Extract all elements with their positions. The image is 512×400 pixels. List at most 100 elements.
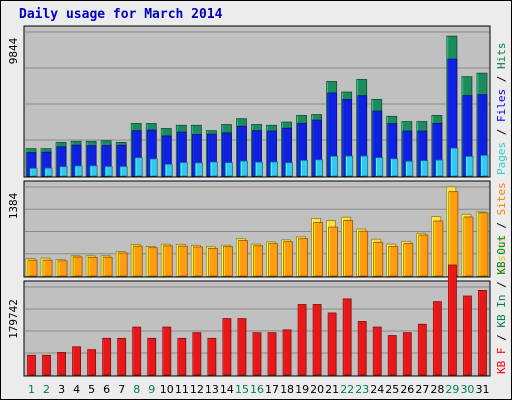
- bar-sites: [418, 234, 429, 277]
- bar-sites: [57, 260, 68, 277]
- bar-sites: [87, 256, 98, 277]
- bar-sites: [478, 212, 489, 277]
- legend-entry: Files: [495, 89, 508, 122]
- x-tick-label: 18: [280, 383, 294, 396]
- bar-kb-f: [27, 354, 36, 376]
- bar-sites: [223, 246, 233, 277]
- x-tick-label: 4: [73, 383, 80, 396]
- bar-pages: [480, 154, 489, 177]
- bar-pages: [420, 160, 429, 177]
- bar-kb-f: [192, 332, 202, 376]
- bar-kb-f: [162, 326, 172, 376]
- bar-pages: [240, 160, 248, 177]
- bar-sites: [192, 246, 203, 277]
- bar-sites: [373, 241, 384, 277]
- bar-pages: [465, 155, 474, 177]
- panel-middle: 1384 Visits / Sites: [7, 180, 508, 278]
- bar-pages: [255, 161, 263, 177]
- bar-kb-f: [177, 337, 187, 376]
- bar-pages: [29, 167, 38, 177]
- x-tick-label: 30: [460, 383, 474, 396]
- bar-sites: [388, 246, 399, 277]
- x-tick-label: 10: [160, 383, 174, 396]
- x-tick-label: 7: [118, 383, 125, 396]
- bar-kb-f: [282, 329, 292, 376]
- bar-pages: [405, 160, 414, 177]
- bar-sites: [343, 220, 354, 277]
- bar-pages: [194, 162, 203, 177]
- bar-kb-f: [117, 337, 127, 376]
- legend: Pages / Files / Hits: [495, 43, 508, 176]
- bar-sites: [117, 252, 128, 277]
- legend-entry: /: [495, 275, 508, 295]
- bar-sites: [298, 238, 308, 277]
- bar-sites: [448, 191, 459, 277]
- bar-pages: [44, 167, 53, 177]
- x-tick-label: 9: [148, 383, 155, 396]
- bar-kb-f: [252, 332, 262, 376]
- x-tick-label: 31: [475, 383, 489, 396]
- bar-kb-f: [42, 354, 51, 376]
- bar-kb-f: [327, 312, 337, 376]
- bar-kb-f: [448, 264, 457, 376]
- legend: Visits / Sites: [495, 182, 508, 275]
- legend-entry: /: [495, 328, 508, 348]
- panel-top: 9844 Pages / Files / Hits: [7, 25, 508, 178]
- bar-pages: [375, 157, 384, 177]
- bar-kb-f: [87, 349, 97, 376]
- bar-pages: [179, 162, 188, 177]
- bar-sites: [207, 248, 218, 277]
- bar-kb-f: [432, 301, 442, 376]
- bar-sites: [268, 243, 278, 277]
- bar-sites: [27, 259, 38, 277]
- bar-pages: [164, 163, 173, 177]
- legend: KB F / KB In / KB Out: [495, 235, 508, 374]
- bar-sites: [253, 245, 263, 277]
- x-tick-label: 23: [355, 383, 369, 396]
- bar-pages: [209, 161, 218, 177]
- bar-sites: [102, 256, 113, 277]
- bar-kb-f: [222, 318, 232, 376]
- x-tick-label: 19: [295, 383, 309, 396]
- x-tick-label: 12: [190, 383, 204, 396]
- legend-entry: Pages: [495, 142, 508, 175]
- bar-sites: [328, 226, 339, 277]
- bar-kb-f: [102, 337, 112, 376]
- panel-bottom: 179742 KB F / KB In / KB Out: [7, 235, 508, 377]
- x-tick-label: 3: [58, 383, 65, 396]
- bar-kb-f: [357, 321, 367, 376]
- x-tick-label: 29: [445, 383, 459, 396]
- bar-sites: [358, 230, 369, 277]
- ymax-label: 1384: [7, 192, 20, 219]
- bar-pages: [435, 159, 444, 177]
- x-tick-label: 1: [28, 383, 35, 396]
- bar-kb-f: [312, 304, 322, 376]
- legend-entry: Visits: [495, 235, 508, 275]
- bar-sites: [177, 245, 188, 277]
- x-tick-label: 22: [340, 383, 354, 396]
- ymax-label: 9844: [7, 37, 20, 64]
- legend-entry: /: [495, 122, 508, 142]
- bar-sites: [147, 247, 158, 277]
- bar-kb-f: [342, 298, 352, 376]
- x-tick-label: 24: [370, 383, 384, 396]
- x-tick-label: 20: [310, 383, 324, 396]
- x-tick-label: 27: [415, 383, 429, 396]
- bar-kb-f: [207, 337, 217, 376]
- bar-kb-f: [72, 346, 81, 376]
- legend-entry: KB F: [495, 348, 508, 375]
- bar-kb-f: [463, 295, 472, 376]
- bar-pages: [119, 166, 128, 177]
- bar-kb-f: [237, 318, 247, 376]
- legend-entry: /: [495, 215, 508, 235]
- bar-pages: [390, 158, 399, 177]
- bar-pages: [225, 162, 233, 177]
- x-tick-label: 8: [133, 383, 140, 396]
- bar-pages: [149, 158, 158, 177]
- x-tick-label: 6: [103, 383, 110, 396]
- bar-pages: [270, 161, 278, 177]
- x-tick-label: 5: [88, 383, 95, 396]
- x-tick-label: 26: [400, 383, 414, 396]
- bar-sites: [132, 245, 143, 277]
